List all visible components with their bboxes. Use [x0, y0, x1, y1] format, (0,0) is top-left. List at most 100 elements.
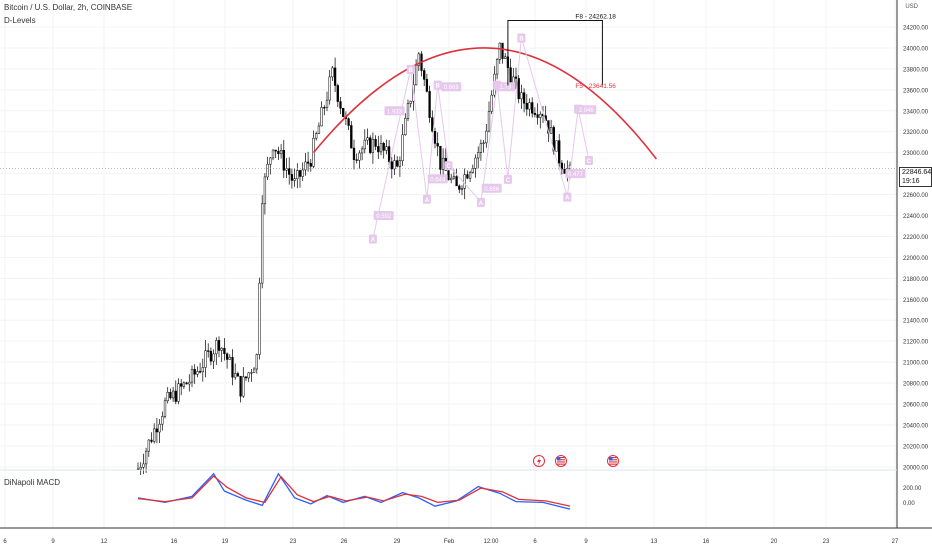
candle-body	[339, 101, 342, 109]
candle-body	[525, 102, 528, 110]
candle-body	[255, 354, 258, 370]
arc-curve	[312, 47, 658, 160]
candle-body	[463, 174, 466, 189]
candle-body	[468, 172, 472, 179]
candle-body	[404, 118, 407, 136]
candle-body	[379, 143, 383, 153]
x-tick-label: 23	[823, 539, 830, 545]
candle-body	[549, 127, 553, 134]
candle-body	[263, 176, 267, 205]
candle-body	[350, 125, 353, 149]
candle-body	[428, 91, 431, 118]
flag-stripe	[609, 459, 617, 461]
candle-body	[452, 176, 456, 179]
candle-body	[522, 92, 526, 104]
candle-body	[490, 94, 493, 112]
candle-body	[279, 150, 283, 155]
pattern-leg	[372, 68, 412, 239]
candlesticks	[136, 42, 572, 475]
candle-body	[447, 170, 450, 181]
candle-body	[355, 159, 358, 161]
pattern-point-box	[444, 161, 453, 171]
flag-stripe	[557, 459, 565, 461]
flag-stripe	[609, 463, 617, 465]
symbol-title[interactable]: Bitcoin / U.S. Dollar, 2h, COINBASE	[4, 3, 133, 12]
y-tick-label: 21400.00	[903, 319, 929, 325]
candle-body	[158, 423, 161, 433]
y-tick-label: 24000.00	[903, 46, 929, 52]
flag-stripe	[609, 457, 617, 459]
candle-body	[193, 369, 196, 375]
us-flag-icon[interactable]	[555, 455, 567, 467]
candle-body	[239, 375, 242, 397]
flag-stripe	[557, 457, 565, 459]
pattern-leg	[448, 164, 482, 203]
pattern-point-label: C	[446, 164, 451, 170]
candle-body	[220, 347, 223, 351]
candle-body	[360, 148, 364, 154]
candle-body	[266, 164, 269, 178]
y-tick-label: 23000.00	[903, 151, 929, 157]
macd-slow-line	[137, 475, 571, 507]
candle-body	[485, 130, 488, 144]
lightning-bolt	[537, 457, 541, 466]
candle-body	[325, 99, 329, 108]
candle-body	[258, 282, 261, 355]
candle-body	[450, 177, 453, 181]
pattern-leg	[507, 37, 522, 179]
x-tick-label: 9	[584, 539, 588, 545]
candle-body	[171, 390, 175, 399]
pattern-point-label: A	[565, 196, 570, 202]
candle-body	[196, 371, 199, 375]
macd-tick-label: 200.00	[903, 486, 922, 492]
pattern-ratio-label: 1.933	[387, 109, 403, 115]
flag-canton	[557, 457, 561, 461]
candle-body	[406, 103, 410, 119]
candle-body	[317, 125, 321, 134]
y-tick-label: 23400.00	[903, 109, 929, 115]
last-price-badge: 22846.64 19:16	[899, 167, 932, 187]
candle-body	[293, 178, 296, 181]
fib-box: F8 - 24262.18 F5 - 23641.56	[507, 13, 616, 90]
candle-body	[269, 157, 272, 165]
candle-body	[479, 143, 483, 153]
pattern-ratio-box	[441, 82, 462, 92]
candle-body	[201, 367, 204, 373]
candle-body	[250, 372, 253, 374]
y-tick-label: 21800.00	[903, 277, 929, 283]
indicator-legend[interactable]: D-Levels	[4, 16, 36, 25]
candle-body	[336, 85, 339, 102]
candle-body	[207, 350, 210, 352]
y-tick-label: 23200.00	[903, 130, 929, 136]
pattern-ratio-label: 1.79	[499, 85, 511, 91]
pattern-point-box	[422, 194, 431, 204]
candle-body	[271, 149, 275, 159]
candle-body	[393, 160, 396, 170]
event-icons[interactable]	[533, 455, 619, 467]
x-tick-label: 20	[771, 539, 778, 545]
y-tick-label: 21000.00	[903, 361, 929, 367]
candle-body	[342, 108, 345, 117]
pattern-leg	[520, 37, 568, 197]
macd-legend[interactable]: DiNapoli MACD	[4, 478, 61, 487]
candle-body	[290, 174, 294, 181]
pattern-ratio-label: 0.686	[484, 187, 500, 193]
pattern-ratio-box	[565, 169, 586, 179]
us-flag-icon[interactable]	[607, 455, 619, 467]
candle-body	[161, 416, 164, 425]
y-tick-label: 20600.00	[903, 403, 929, 409]
x-tick-label: 16	[171, 539, 178, 545]
fib-box-outline	[507, 19, 603, 86]
lightning-icon[interactable]	[533, 455, 545, 467]
bar-countdown: 19:16	[902, 178, 920, 185]
rounded-top-arc	[312, 47, 658, 160]
pattern-ratio-label: 0.668	[444, 85, 460, 91]
candle-body	[333, 67, 337, 86]
pattern-ratio-label: 0.592	[376, 214, 392, 220]
candle-body	[352, 147, 356, 160]
candle-body	[180, 383, 183, 387]
macd-fast-line	[137, 472, 571, 510]
y-tick-label: 20200.00	[903, 444, 929, 450]
